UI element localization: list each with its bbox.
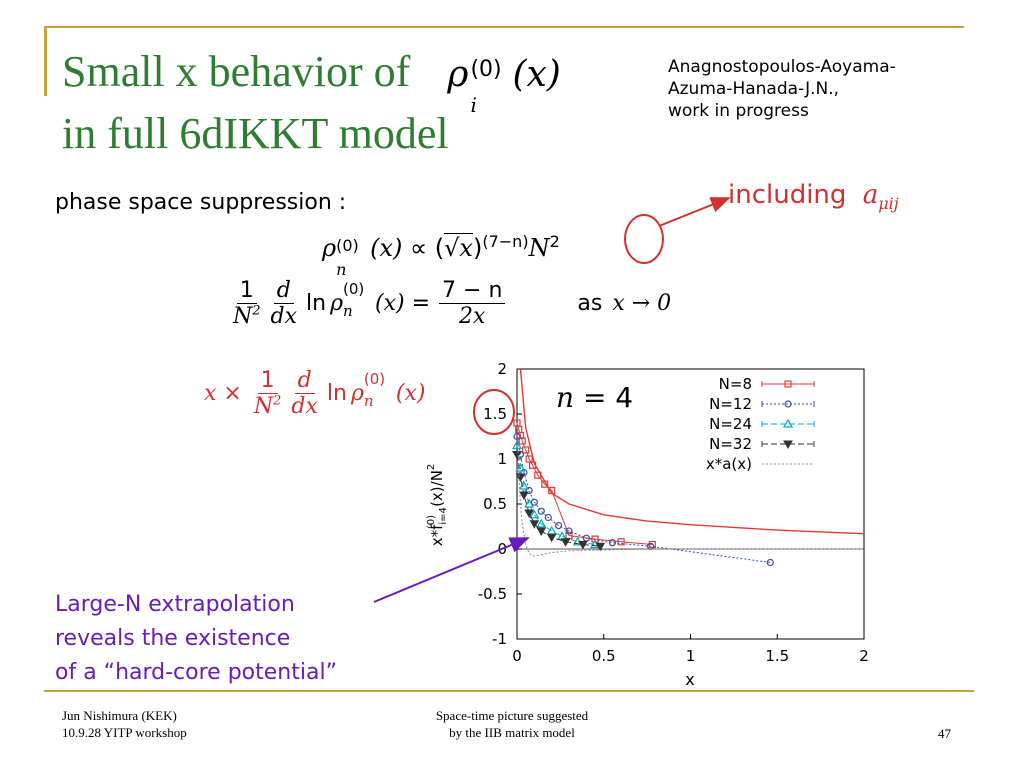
data-point	[536, 527, 547, 537]
y-tick-label: 1.5	[483, 405, 507, 423]
equation-2: 1 N2 d dx ln ρ (0) n (x) = 7 − n 2x as x → 0	[233, 278, 672, 330]
tick-1-5-highlight-circle	[473, 389, 515, 435]
data-point	[560, 538, 571, 547]
title-line1: Small x behavior of	[62, 47, 411, 96]
y-tick-label: -1	[492, 630, 507, 648]
title-rho-symbol: ρ (0) i (x)	[447, 54, 561, 117]
series-n-12	[513, 432, 774, 567]
legend-label: x*a(x)	[706, 455, 752, 473]
page-number: 47	[938, 726, 951, 741]
data-point	[546, 533, 557, 543]
data-point	[608, 539, 617, 547]
series-fit-curve	[519, 368, 865, 535]
y-tick-label: 2	[497, 360, 507, 378]
y-tick-label: 1	[497, 450, 507, 468]
top-accent-bar	[44, 26, 964, 28]
legend-marker	[783, 440, 793, 450]
data-point	[648, 540, 656, 549]
data-point	[578, 541, 588, 550]
data-point	[646, 542, 655, 550]
data-point	[529, 509, 540, 519]
data-point	[595, 542, 606, 552]
series-line	[516, 422, 864, 557]
title-left-bar	[44, 26, 47, 96]
x-tick-label: 1	[686, 647, 696, 665]
data-point	[511, 440, 523, 450]
red-arrow	[658, 197, 731, 227]
legend-label: N=24	[709, 415, 752, 433]
data-point	[544, 513, 552, 522]
x-tick-label: 2	[859, 647, 869, 665]
n-squared-highlight-circle	[624, 214, 664, 264]
series-n-8	[513, 419, 656, 549]
footer-left: Jun Nishimura (KEK) 10.9.28 YITP worksho…	[62, 708, 187, 740]
phase-space-label: phase space suppression :	[55, 190, 347, 215]
legend-marker	[784, 400, 792, 408]
slide-title: Small x behavior of ρ (0) i (x)	[62, 47, 561, 117]
bottom-accent-bar	[44, 690, 974, 692]
equation-1: ρ (0) n (x) ∝ (√x)(7−n)N2	[322, 232, 560, 279]
data-point	[515, 473, 526, 483]
data-point	[524, 498, 535, 508]
data-point	[524, 509, 535, 519]
x-tick-label: 1.5	[765, 647, 789, 665]
equation-3: x × 1 N2 d dx ln ρ (0) n (x)	[204, 368, 426, 420]
extrapolation-note: Large-N extrapolation reveals the existe…	[55, 592, 337, 685]
data-point	[522, 446, 530, 454]
including-annotation: including aμij	[728, 180, 899, 214]
data-point	[518, 437, 526, 445]
series-line	[516, 454, 601, 547]
y-tick-label: -0.5	[478, 585, 507, 603]
series-line	[516, 436, 771, 563]
authors-block: Anagnostopoulos-Aoyama- Azuma-Hanada-J.N…	[668, 57, 896, 121]
data-point	[536, 518, 547, 528]
x-axis-label: x	[685, 670, 694, 689]
data-point	[512, 451, 522, 460]
title-line2: in full 6dIKKT model	[62, 109, 449, 158]
data-point	[513, 432, 521, 441]
data-point	[519, 491, 529, 501]
legend-label: N=32	[709, 435, 752, 453]
data-point	[766, 558, 774, 567]
data-point	[525, 486, 533, 495]
series-n-32	[512, 451, 606, 552]
x-tick-label: 0.5	[592, 647, 616, 665]
purple-arrow	[373, 537, 530, 603]
data-point	[537, 507, 545, 515]
data-point	[530, 498, 538, 506]
y-axis-label: x*fi=4(0)(x)/N2	[426, 464, 449, 547]
chart-legend: N=8 N=12 N=24 N=32 x*a(x)	[706, 375, 815, 473]
series-line	[519, 368, 865, 535]
y-tick-label: 0.5	[483, 495, 507, 513]
data-point	[555, 522, 563, 530]
svg-text:x*fi=4(0)(x)/N2: x*fi=4(0)(x)/N2	[426, 464, 449, 547]
legend-label: N=12	[709, 395, 752, 413]
data-point	[617, 538, 625, 546]
legend-marker	[782, 418, 794, 428]
footer-center: Space-time picture suggested by the IIB …	[435, 708, 589, 740]
data-point	[591, 535, 599, 543]
legend-label: N=8	[719, 375, 752, 393]
series-x-a-x-	[516, 422, 864, 557]
x-tick-label: 0	[512, 647, 522, 665]
data-point	[529, 520, 540, 529]
legend-marker	[784, 380, 792, 388]
n-equals-label: n = 4	[556, 381, 633, 414]
data-point	[565, 527, 573, 535]
